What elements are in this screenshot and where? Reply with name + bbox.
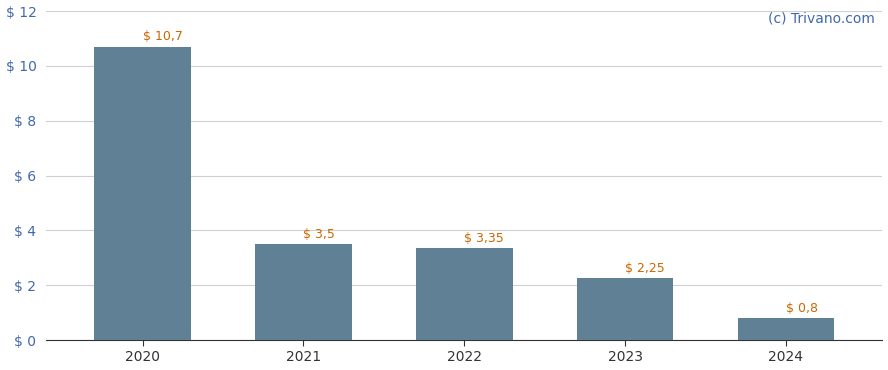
Bar [94, 47, 191, 340]
Text: $ 2,25: $ 2,25 [625, 262, 665, 275]
Bar [738, 318, 834, 340]
Text: $ 3,35: $ 3,35 [464, 232, 504, 245]
Text: (c) Trivano.com: (c) Trivano.com [768, 11, 875, 25]
Bar [577, 278, 673, 340]
Text: $ 10,7: $ 10,7 [143, 30, 183, 43]
Text: $ 0,8: $ 0,8 [786, 302, 818, 315]
Bar [255, 244, 352, 340]
Text: $ 3,5: $ 3,5 [304, 228, 336, 241]
Bar [416, 248, 512, 340]
